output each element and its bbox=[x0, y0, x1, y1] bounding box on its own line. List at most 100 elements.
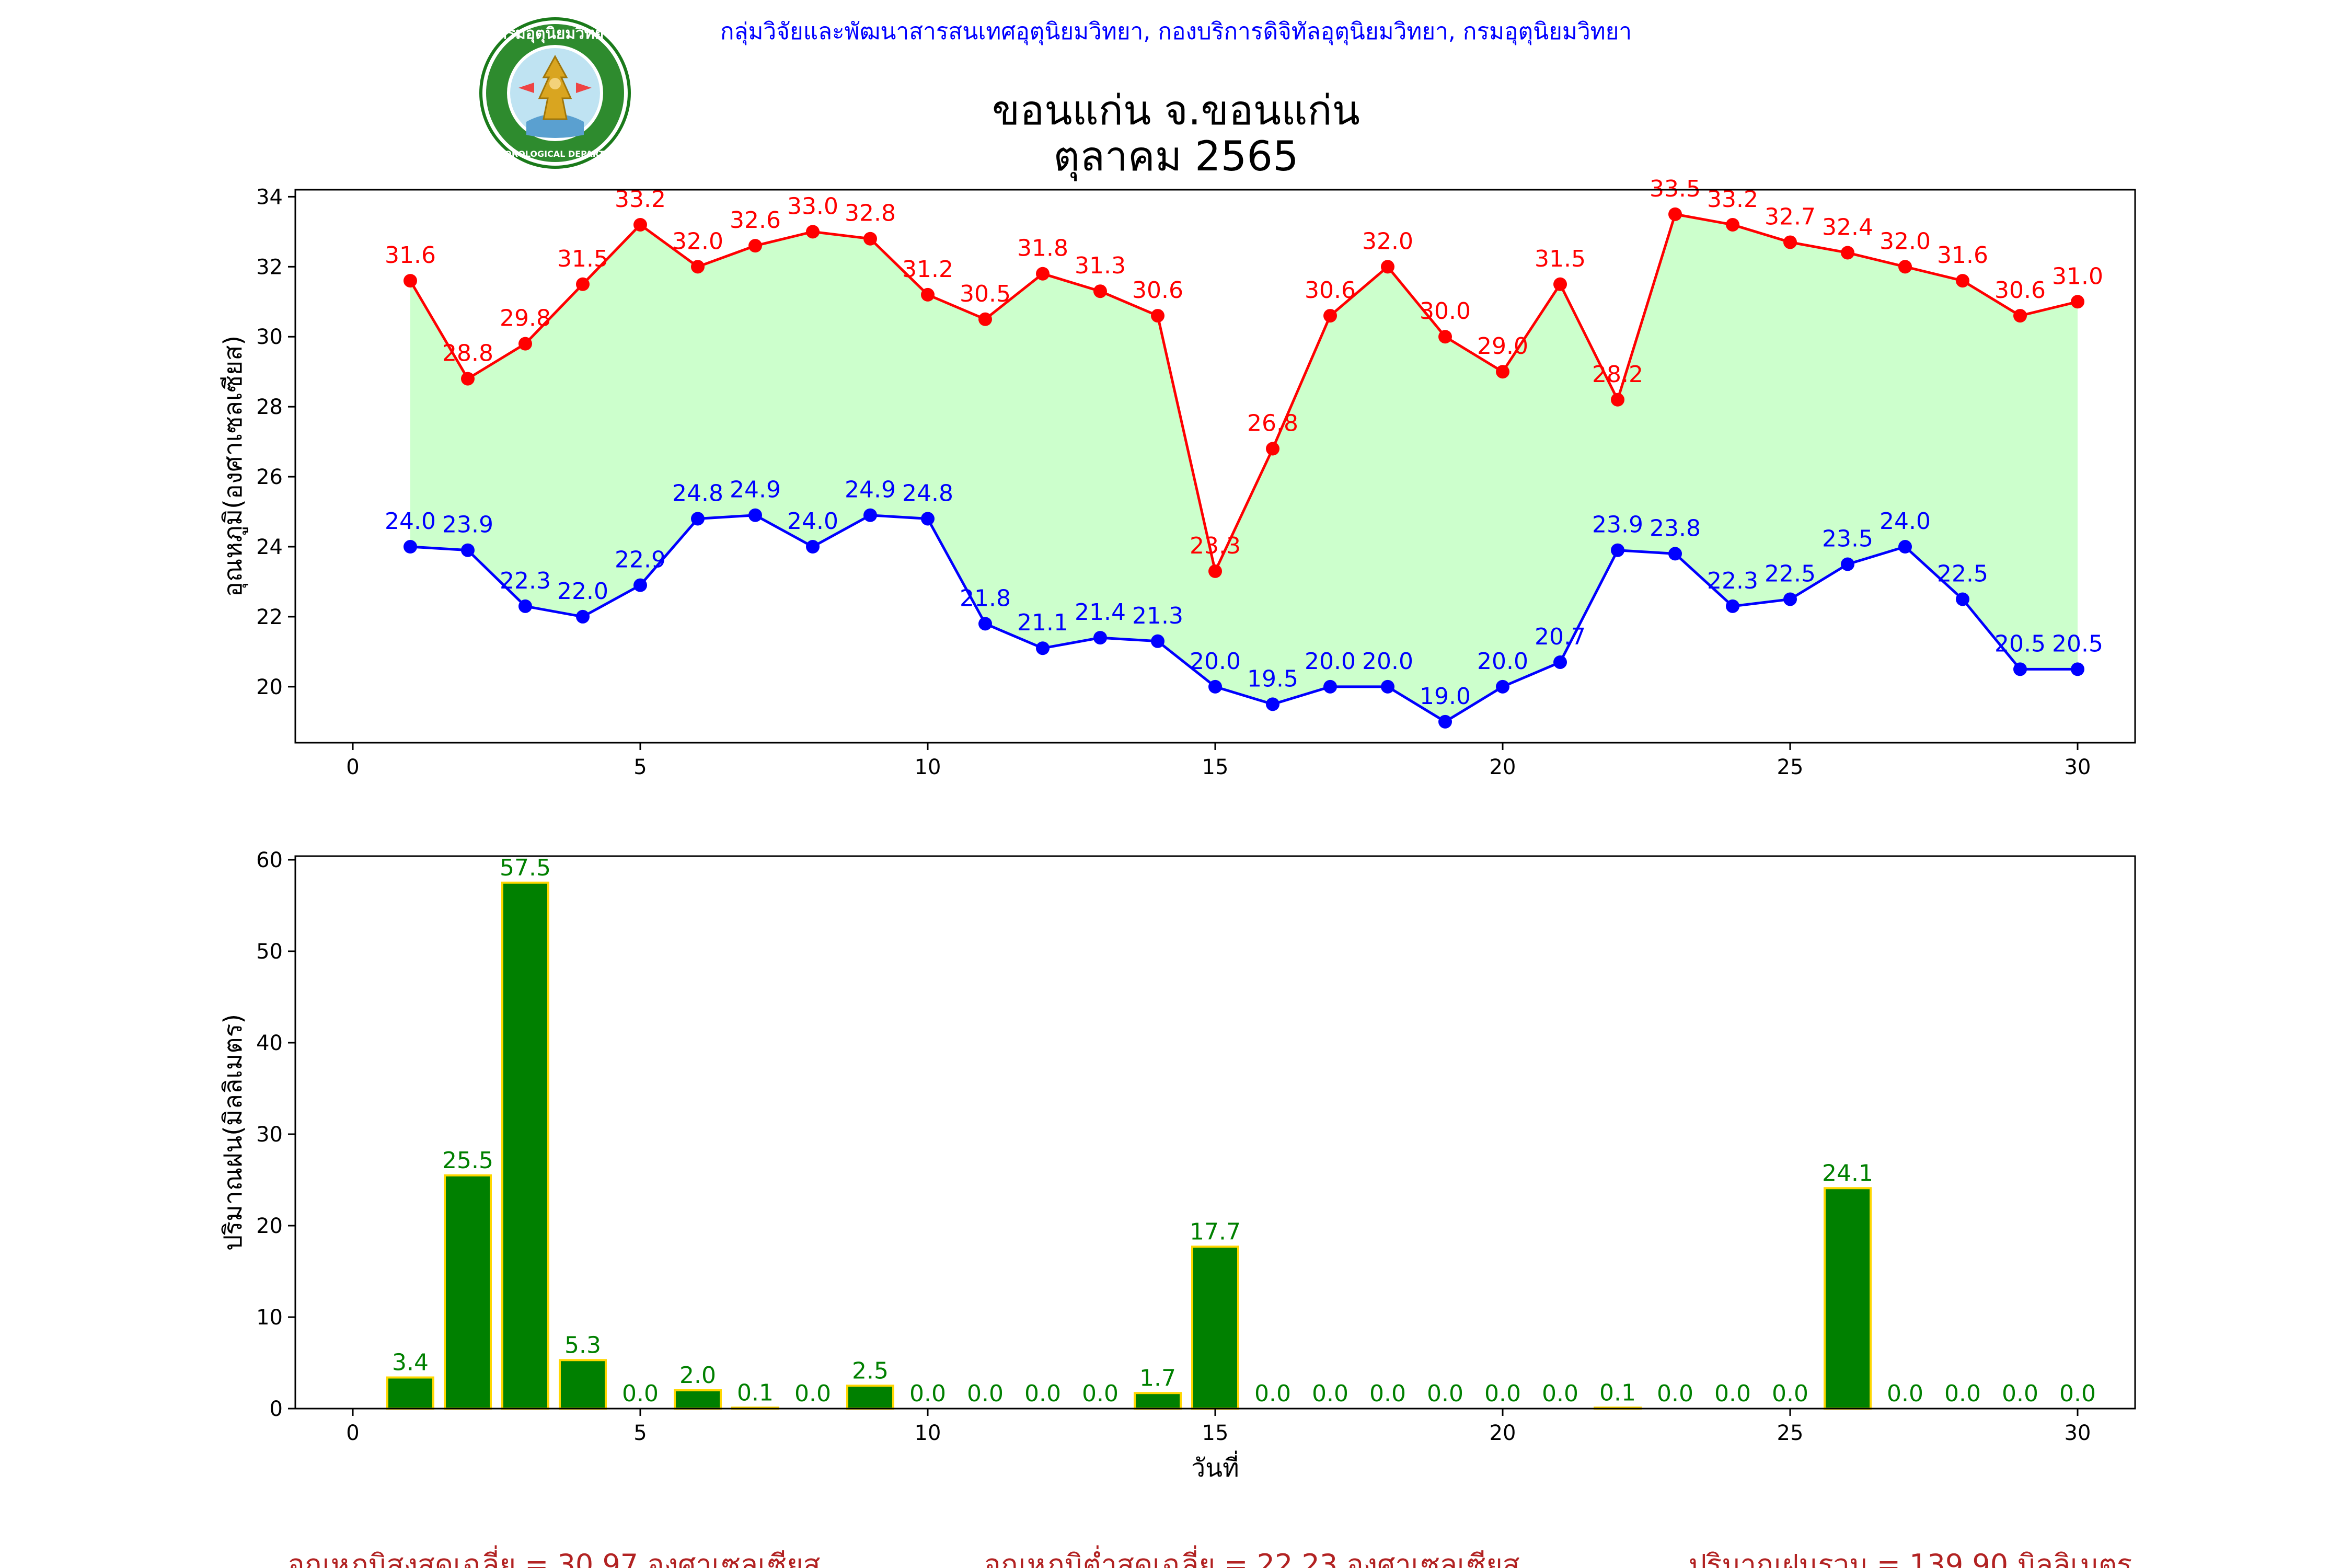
rainfall-bar bbox=[559, 1359, 607, 1410]
max-temperature-value-label: 30.6 bbox=[1994, 277, 2046, 304]
rainfall-value-label: 0.0 bbox=[1254, 1380, 1291, 1407]
max-temperature-point bbox=[748, 239, 762, 253]
min-temperature-value-label: 24.9 bbox=[845, 477, 896, 503]
max-temperature-point bbox=[978, 312, 992, 326]
rainfall-bar bbox=[1824, 1187, 1872, 1410]
rainfall-x-tick-label: 20 bbox=[1490, 1421, 1516, 1445]
rainfall-x-tick-label: 0 bbox=[346, 1421, 359, 1445]
max-temperature-value-label: 32.4 bbox=[1822, 214, 1873, 241]
temperature-range-fill bbox=[410, 214, 2078, 722]
rainfall-value-label: 0.0 bbox=[1484, 1380, 1521, 1407]
max-temperature-line bbox=[409, 213, 2078, 575]
max-temperature-value-label: 32.7 bbox=[1765, 203, 1816, 230]
max-temperature-point bbox=[1208, 564, 1222, 578]
temperature-x-tick-label: 10 bbox=[915, 755, 941, 779]
rainfall-value-label: 0.1 bbox=[737, 1379, 774, 1406]
rainfall-value-label: 25.5 bbox=[442, 1147, 493, 1174]
min-temperature-point bbox=[1496, 679, 1509, 694]
max-temperature-value-label: 31.3 bbox=[1075, 252, 1126, 279]
temperature-y-tick-label: 34 bbox=[256, 185, 283, 209]
min-temperature-value-label: 20.0 bbox=[1305, 648, 1356, 675]
min-temperature-point bbox=[403, 540, 417, 554]
min-temperature-point bbox=[633, 578, 647, 592]
rainfall-x-tick-label: 5 bbox=[633, 1421, 647, 1445]
rainfall-value-label: 0.0 bbox=[2059, 1380, 2096, 1407]
rainfall-y-tick-label: 60 bbox=[256, 848, 283, 872]
min-temperature-point bbox=[461, 543, 475, 557]
rainfall-bar bbox=[501, 881, 549, 1410]
rainfall-labels-layer: 3.4 25.5 57.5 5.3 0.0 2.0 0.1 0.0 2.5 0.0 0.0 0.0 0.… bbox=[392, 855, 2096, 1407]
min-temperature-point bbox=[978, 617, 992, 631]
max-temperature-point bbox=[1151, 309, 1165, 323]
min-temperature-point bbox=[1151, 634, 1165, 648]
footer-avg-min: อุณหภูมิต่ำสุดเฉลี่ย = 22.23 องศาเซลเซีย… bbox=[984, 1545, 1519, 1568]
rainfall-value-label: 0.0 bbox=[1312, 1380, 1348, 1407]
max-temperature-point bbox=[1956, 274, 1969, 288]
rainfall-value-label: 0.1 bbox=[1599, 1379, 1636, 1406]
rainfall-x-tick-label: 15 bbox=[1202, 1421, 1229, 1445]
max-temperature-point bbox=[1438, 330, 1452, 344]
temperature-y-tick-label: 28 bbox=[256, 395, 283, 419]
min-temperature-point bbox=[691, 512, 705, 526]
temperature-y-tick-label: 32 bbox=[256, 255, 283, 279]
footer-total-rain: ปริมาณฝนรวม = 139.90 มิลลิเมตร bbox=[1689, 1548, 2132, 1568]
max-temperature-value-label: 28.8 bbox=[442, 340, 493, 367]
min-temperature-point bbox=[2071, 662, 2084, 676]
rainfall-value-label: 0.0 bbox=[1369, 1380, 1406, 1407]
min-temperature-value-label: 21.8 bbox=[960, 585, 1011, 612]
min-temperature-value-label: 21.3 bbox=[1132, 603, 1183, 629]
rainfall-value-label: 0.0 bbox=[1944, 1380, 1981, 1407]
max-temperature-point bbox=[1036, 267, 1050, 281]
min-temperature-value-label: 20.0 bbox=[1477, 648, 1528, 675]
min-temperature-value-label: 24.0 bbox=[385, 508, 436, 535]
rainfall-value-label: 0.0 bbox=[1714, 1380, 1751, 1407]
max-temperature-value-label: 29.8 bbox=[500, 305, 551, 332]
min-temperature-value-label: 21.4 bbox=[1075, 599, 1126, 626]
rainfall-bar bbox=[1134, 1392, 1182, 1410]
min-temperature-point bbox=[1783, 592, 1797, 606]
max-temperature-point bbox=[863, 232, 877, 246]
rainfall-value-label: 2.5 bbox=[852, 1357, 889, 1384]
rainfall-value-label: 57.5 bbox=[500, 855, 551, 881]
tmd-logo: กรมอุตุนิยมวิทยา METEOROLOGICAL DEPARTME… bbox=[479, 17, 631, 169]
rainfall-value-label: 0.0 bbox=[622, 1380, 659, 1407]
min-temperature-value-label: 24.0 bbox=[787, 508, 838, 535]
temperature-chart: 31.628.829.831.533.232.032.633.0 32.831.2… bbox=[218, 176, 2136, 779]
max-temperature-point bbox=[1553, 277, 1567, 291]
temperature-points-layer bbox=[403, 207, 2084, 729]
max-temperature-point bbox=[633, 217, 647, 232]
min-temperature-point bbox=[1036, 641, 1050, 655]
rainfall-bar bbox=[444, 1174, 492, 1410]
min-temperature-point bbox=[1093, 631, 1107, 645]
temperature-axes-layer: 0 5 10 15 20 25 30 20 22 24 26 28 30 32 34 bbox=[256, 185, 2091, 779]
rainfall-y-tick-label: 50 bbox=[256, 940, 283, 964]
min-temperature-point bbox=[1208, 679, 1222, 694]
max-temperature-point bbox=[1783, 235, 1797, 249]
min-temperature-point bbox=[1553, 655, 1567, 669]
rainfall-value-label: 0.0 bbox=[1772, 1380, 1808, 1407]
rainfall-value-label: 0.0 bbox=[1542, 1380, 1578, 1407]
rainfall-x-tick-label: 10 bbox=[915, 1421, 941, 1445]
min-temperature-value-label: 24.8 bbox=[902, 480, 953, 506]
temperature-x-tick-label: 25 bbox=[1777, 755, 1804, 779]
logo-ring-text-bottom: METEOROLOGICAL DEPARTMENT bbox=[479, 149, 631, 159]
rainfall-value-label: 0.0 bbox=[1427, 1380, 1463, 1407]
rainfall-bar bbox=[846, 1385, 894, 1410]
rainfall-y-tick-label: 0 bbox=[270, 1397, 283, 1421]
max-temperature-value-label: 32.0 bbox=[672, 228, 723, 255]
rainfall-value-label: 24.1 bbox=[1822, 1160, 1873, 1186]
max-temperature-value-label: 31.2 bbox=[902, 256, 953, 283]
max-temperature-value-label: 32.6 bbox=[730, 207, 781, 234]
temperature-x-tick-label: 30 bbox=[2065, 755, 2091, 779]
min-temperature-value-label: 19.0 bbox=[1420, 683, 1471, 710]
rainfall-value-label: 0.0 bbox=[1082, 1380, 1119, 1407]
min-temperature-point bbox=[1841, 557, 1854, 571]
min-temperature-point bbox=[1381, 679, 1394, 694]
max-temperature-point bbox=[2071, 295, 2084, 309]
min-temperature-value-label: 24.9 bbox=[730, 477, 781, 503]
min-temperature-value-label: 21.1 bbox=[1017, 609, 1068, 636]
rainfall-x-axis-label: วันที่ bbox=[1191, 1450, 1239, 1483]
rainfall-x-tick-label: 30 bbox=[2065, 1421, 2091, 1445]
max-temperature-value-label: 32.0 bbox=[1880, 228, 1931, 255]
temperature-y-tick-label: 22 bbox=[256, 605, 283, 629]
